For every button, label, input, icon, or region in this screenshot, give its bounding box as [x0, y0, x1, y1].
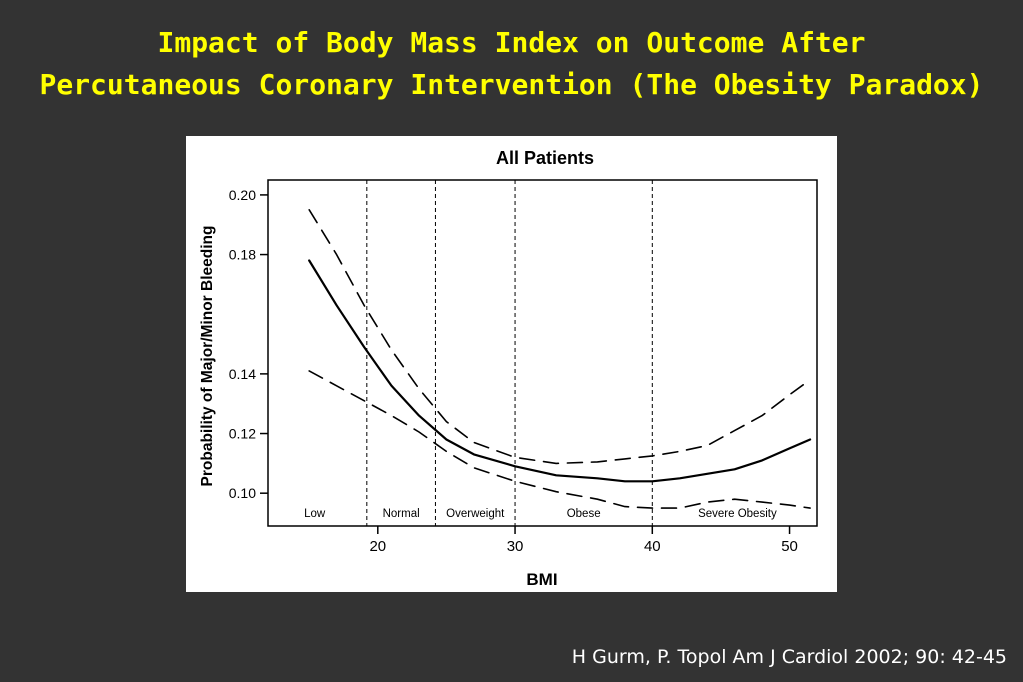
region-label: Low — [304, 508, 326, 520]
y-tick-label: 0.14 — [229, 366, 256, 382]
slide-title-line-2: Percutaneous Coronary Intervention (The … — [39, 68, 984, 101]
series-line-estimate — [308, 259, 812, 483]
series-line-upper — [308, 209, 811, 465]
x-axis-label: BMI — [526, 570, 557, 589]
y-axis-label: Probability of Major/Minor Bleeding — [199, 226, 216, 487]
y-tick-label: 0.10 — [229, 485, 256, 501]
slide-title-line-1: Impact of Body Mass Index on Outcome Aft… — [157, 26, 866, 59]
y-tick-label: 0.20 — [229, 187, 256, 203]
y-tick-label: 0.18 — [229, 247, 256, 263]
category-boundary-lines — [366, 180, 653, 526]
x-tick-label: 30 — [507, 538, 524, 555]
series-lines — [308, 209, 812, 509]
x-tick-label: 50 — [781, 538, 798, 555]
region-label: Severe Obesity — [698, 508, 777, 520]
region-label: Normal — [383, 508, 420, 520]
chart-panel: All Patients 20 30 40 50 0.10 0.12 0.14 0.18 0.2… — [186, 136, 837, 592]
citation: H Gurm, P. Topol Am J Cardiol 2002; 90: … — [571, 646, 1007, 668]
series-line-lower — [308, 370, 811, 509]
region-labels: Low Normal Overweight Obese Severe Obesity — [304, 508, 777, 520]
bleeding-probability-chart: All Patients 20 30 40 50 0.10 0.12 0.14 0.18 0.2… — [199, 148, 818, 589]
region-label: Obese — [567, 508, 601, 520]
x-tick-label: 20 — [369, 538, 386, 555]
chart-title: All Patients — [496, 148, 594, 168]
x-tick-label: 40 — [644, 538, 661, 555]
axes: 20 30 40 50 0.10 0.12 0.14 0.18 0.20 — [229, 187, 798, 555]
plot-area-frame — [267, 179, 818, 527]
y-tick-label: 0.12 — [229, 426, 256, 442]
slide-title: Impact of Body Mass Index on Outcome Aft… — [0, 22, 1023, 106]
region-label: Overweight — [446, 508, 505, 520]
